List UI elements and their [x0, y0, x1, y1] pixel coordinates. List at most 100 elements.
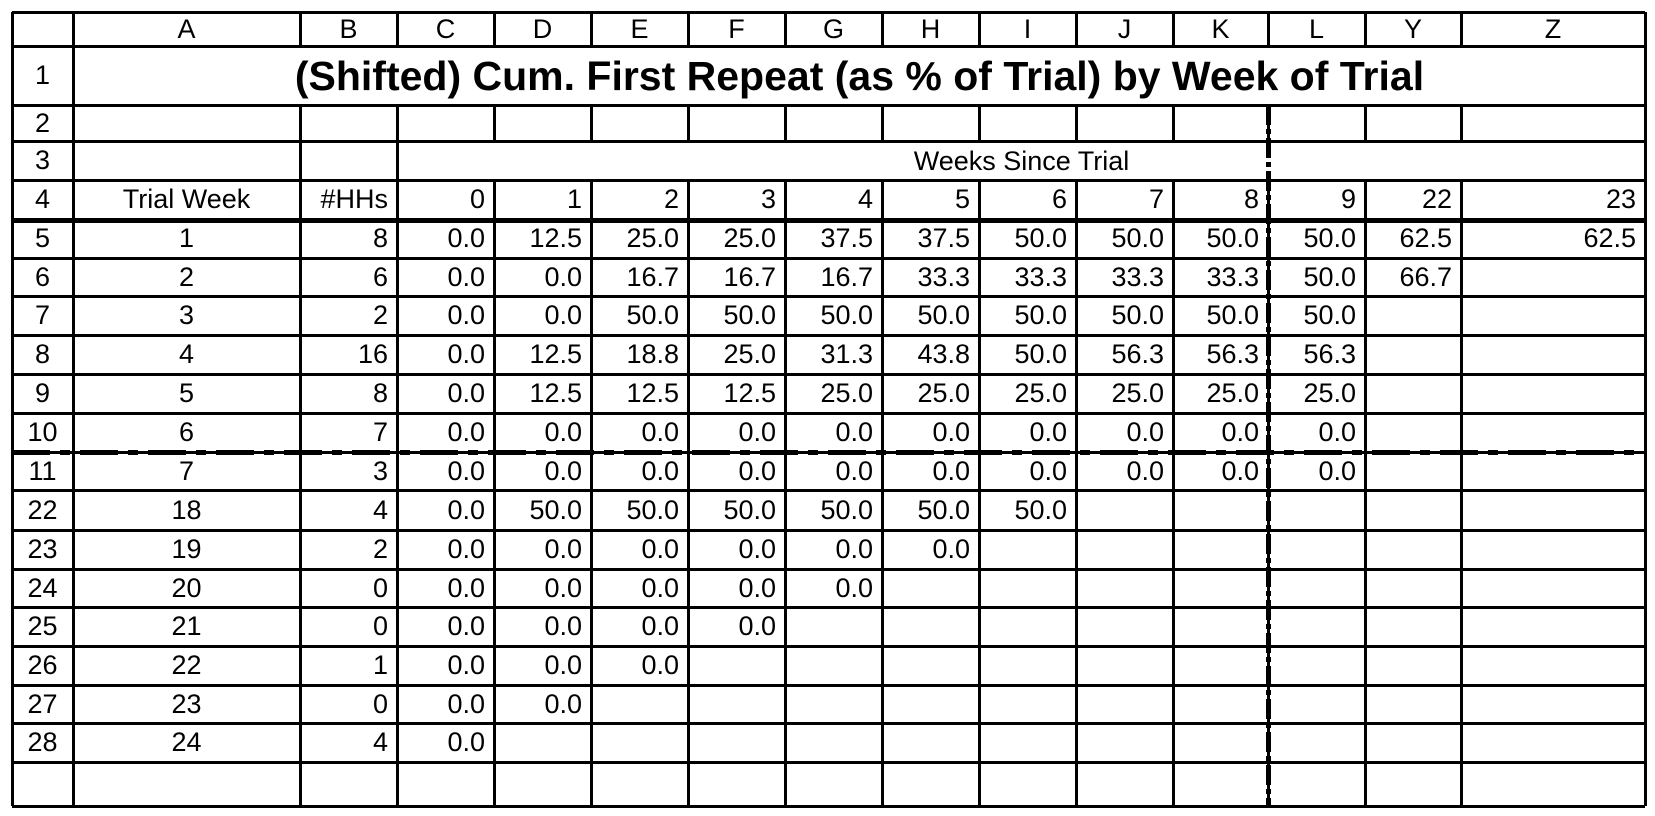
- cell-y8[interactable]: [1365, 335, 1461, 374]
- cell-e22[interactable]: 50.0: [626, 494, 679, 525]
- cell-l23[interactable]: [1268, 530, 1365, 569]
- row-header-9[interactable]: 9: [34, 378, 51, 408]
- cell-g22[interactable]: 50.0: [820, 494, 873, 525]
- cell-j7[interactable]: 50.0: [1111, 300, 1164, 330]
- row-header-28[interactable]: 28: [27, 727, 58, 757]
- cell-f9[interactable]: 12.5: [723, 378, 776, 408]
- cell-z24[interactable]: [1461, 569, 1645, 607]
- cell-e9[interactable]: 12.5: [626, 378, 679, 408]
- cell-f4[interactable]: 3: [760, 184, 776, 214]
- cell-f23[interactable]: 0.0: [738, 534, 776, 564]
- cell-d26[interactable]: 0.0: [544, 650, 582, 680]
- cell-g23[interactable]: 0.0: [835, 534, 873, 564]
- cell-a5[interactable]: 1: [178, 223, 195, 253]
- cell-k24[interactable]: [1173, 569, 1268, 607]
- cell-i28[interactable]: [979, 723, 1076, 762]
- column-header-a[interactable]: A: [177, 13, 196, 44]
- cell-c8[interactable]: 0.0: [447, 339, 485, 369]
- cell-b23[interactable]: 2: [372, 534, 388, 564]
- cell-b28[interactable]: 4: [372, 727, 388, 757]
- cell-z28[interactable]: [1461, 723, 1645, 762]
- cell-a7[interactable]: 3: [178, 300, 195, 330]
- row-header-2[interactable]: 2: [34, 107, 51, 138]
- cell-l5[interactable]: 50.0: [1303, 223, 1356, 253]
- cell-y5[interactable]: 62.5: [1399, 223, 1452, 253]
- cell-z6[interactable]: [1461, 258, 1645, 296]
- cell-y6[interactable]: 66.7: [1399, 261, 1452, 292]
- cell-b6[interactable]: 6: [372, 261, 388, 292]
- cell-f5[interactable]: 25.0: [723, 223, 776, 253]
- cell-l6[interactable]: 50.0: [1303, 261, 1356, 292]
- cell-d24[interactable]: 0.0: [544, 572, 582, 603]
- cell-z23[interactable]: [1461, 530, 1645, 569]
- cell-c27[interactable]: 0.0: [447, 688, 485, 719]
- cell-z10[interactable]: [1461, 413, 1645, 452]
- cell-j8[interactable]: 56.3: [1111, 339, 1164, 369]
- cell-c28[interactable]: 0.0: [447, 727, 485, 757]
- cell-d22[interactable]: 50.0: [529, 494, 582, 525]
- cell-k23[interactable]: [1173, 530, 1268, 569]
- cell-i27[interactable]: [979, 685, 1076, 723]
- cell-d7[interactable]: 0.0: [544, 300, 582, 330]
- cell-g5[interactable]: 37.5: [820, 223, 873, 253]
- cell-k27[interactable]: [1173, 685, 1268, 723]
- column-header-i[interactable]: I: [1023, 13, 1032, 44]
- cell-y24[interactable]: [1365, 569, 1461, 607]
- cell-d25[interactable]: 0.0: [544, 611, 582, 641]
- column-header-j[interactable]: J: [1117, 13, 1132, 44]
- column-header-h[interactable]: H: [920, 13, 941, 44]
- cell-c5[interactable]: 0.0: [447, 223, 485, 253]
- cell-b11[interactable]: 3: [372, 455, 388, 486]
- cell-f11[interactable]: 0.0: [738, 455, 776, 486]
- cell-l7[interactable]: 50.0: [1303, 300, 1356, 330]
- cell-j25[interactable]: [1076, 607, 1173, 646]
- cell-h6[interactable]: 33.3: [917, 261, 970, 292]
- cell-j28[interactable]: [1076, 723, 1173, 762]
- cell-i10[interactable]: 0.0: [1029, 417, 1067, 447]
- cell-g27[interactable]: [785, 685, 882, 723]
- cell-b4[interactable]: #HHs: [320, 184, 388, 214]
- cell-e10[interactable]: 0.0: [641, 417, 679, 447]
- cell-c4[interactable]: 0: [469, 184, 485, 214]
- cell-d5[interactable]: 12.5: [529, 223, 582, 253]
- cell-k22[interactable]: [1173, 490, 1268, 530]
- cell-k26[interactable]: [1173, 646, 1268, 685]
- cell-c26[interactable]: 0.0: [447, 650, 485, 680]
- cell-a25[interactable]: 21: [171, 611, 202, 641]
- cell-b25[interactable]: 0: [372, 611, 388, 641]
- cell-e7[interactable]: 50.0: [626, 300, 679, 330]
- cell-d28[interactable]: [494, 723, 591, 762]
- cell-j9[interactable]: 25.0: [1111, 378, 1164, 408]
- cell-c24[interactable]: 0.0: [447, 572, 485, 603]
- cell-a9[interactable]: 5: [178, 378, 195, 408]
- cell-k10[interactable]: 0.0: [1221, 417, 1259, 447]
- cell-y23[interactable]: [1365, 530, 1461, 569]
- cell-a10[interactable]: 6: [178, 417, 195, 447]
- cell-e26[interactable]: 0.0: [641, 650, 679, 680]
- cell-l22[interactable]: [1268, 490, 1365, 530]
- cell-z4[interactable]: 23: [1605, 184, 1636, 214]
- cell-z26[interactable]: [1461, 646, 1645, 685]
- cell-h4[interactable]: 5: [954, 184, 970, 214]
- cell-j24[interactable]: [1076, 569, 1173, 607]
- cell-h24[interactable]: [882, 569, 979, 607]
- cell-i22[interactable]: 50.0: [1014, 494, 1067, 525]
- cell-y22[interactable]: [1365, 490, 1461, 530]
- cell-i25[interactable]: [979, 607, 1076, 646]
- cell-z22[interactable]: [1461, 490, 1645, 530]
- cell-e11[interactable]: 0.0: [641, 455, 679, 486]
- cell-a22[interactable]: 18: [171, 494, 202, 525]
- cell-j22[interactable]: [1076, 490, 1173, 530]
- cell-k9[interactable]: 25.0: [1206, 378, 1259, 408]
- cell-y27[interactable]: [1365, 685, 1461, 723]
- cell-k7[interactable]: 50.0: [1206, 300, 1259, 330]
- cell-e8[interactable]: 18.8: [626, 339, 679, 369]
- cell-z25[interactable]: [1461, 607, 1645, 646]
- cell-l24[interactable]: [1268, 569, 1365, 607]
- cell-c10[interactable]: 0.0: [447, 417, 485, 447]
- cell-a28[interactable]: 24: [171, 727, 202, 757]
- cell-d8[interactable]: 12.5: [529, 339, 582, 369]
- cell-b22[interactable]: 4: [372, 494, 388, 525]
- cell-b26[interactable]: 1: [372, 650, 388, 680]
- cell-b7[interactable]: 2: [372, 300, 388, 330]
